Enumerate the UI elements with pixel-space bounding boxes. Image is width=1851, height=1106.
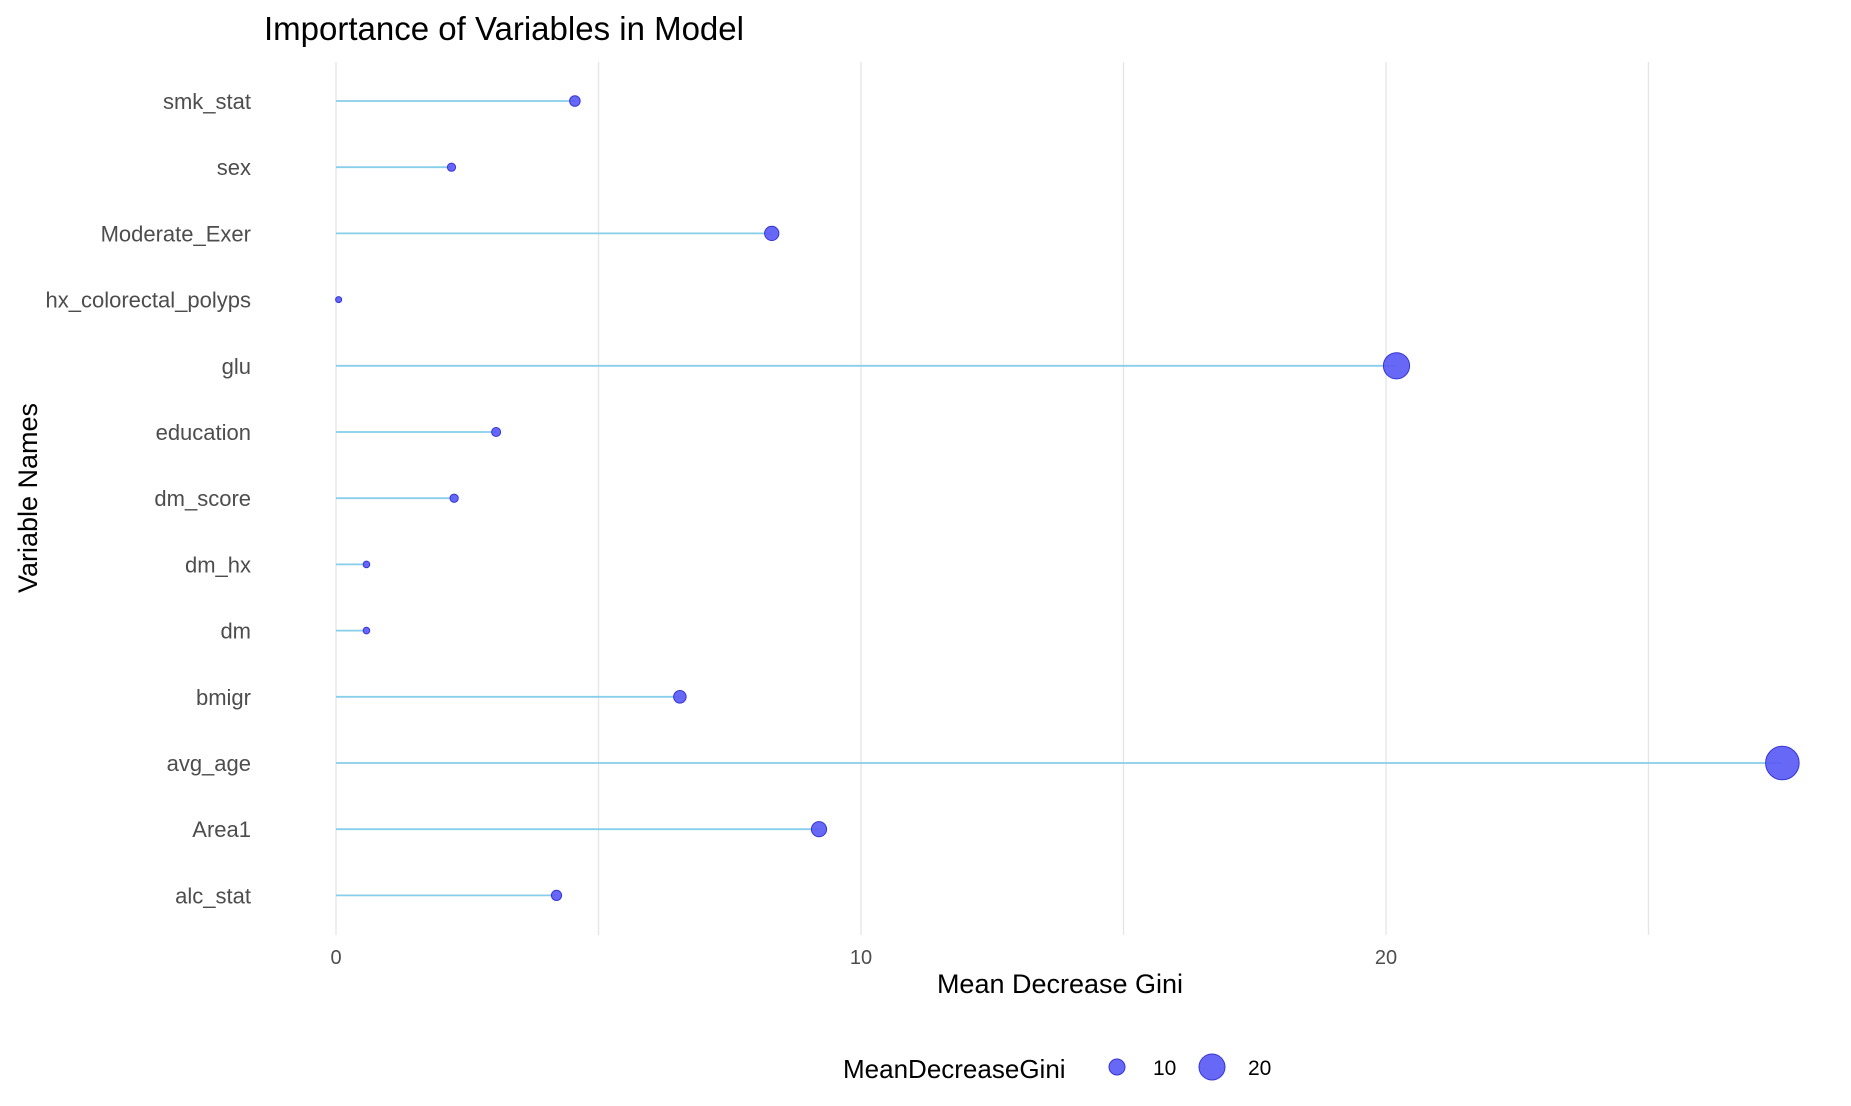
point-dm [362, 626, 371, 635]
y-tick-label: avg_age [167, 751, 251, 776]
x-tick-labels: 0 10 20 [330, 947, 1397, 969]
y-tick-label: Moderate_Exer [101, 221, 251, 246]
y-tick-label: hx_colorectal_polyps [46, 288, 251, 313]
legend-key-10 [1108, 1058, 1126, 1076]
point-sex [446, 162, 457, 172]
y-tick-label: dm [220, 619, 251, 644]
point-hx_colorectal_polyps [335, 296, 343, 304]
point-smk_stat [569, 95, 581, 107]
gridlines [335, 62, 1650, 935]
y-tick-label: smk_stat [163, 89, 251, 114]
point-Moderate_Exer [764, 225, 780, 242]
point-Area1 [810, 821, 828, 838]
y-tick-label: Area1 [192, 817, 251, 842]
legend-label: 20 [1248, 1057, 1271, 1080]
y-tick-label: dm_hx [185, 552, 251, 577]
point-bmigr [673, 690, 687, 704]
point-glu [1382, 352, 1411, 380]
legend-title: MeanDecreaseGini [843, 1054, 1066, 1084]
x-tick-label: 10 [850, 947, 872, 969]
lollipop-stems [336, 100, 1783, 897]
x-axis-title: Mean Decrease Gini [937, 969, 1183, 999]
point-avg_age [1765, 745, 1800, 781]
chart-title: Importance of Variables in Model [264, 10, 744, 47]
y-tick-label: dm_score [154, 486, 251, 511]
x-tick-label: 0 [330, 947, 341, 969]
y-tick-label: glu [222, 354, 251, 379]
y-tick-label: alc_stat [175, 883, 251, 908]
x-tick-label: 20 [1375, 947, 1397, 969]
point-alc_stat [550, 889, 563, 902]
point-education [491, 426, 502, 438]
y-axis-title: Variable Names [13, 403, 43, 593]
y-tick-label: bmigr [196, 685, 251, 710]
y-tick-label: education [156, 420, 251, 445]
legend-label: 10 [1153, 1057, 1176, 1080]
lollipop-points [335, 95, 1800, 902]
legend-key-20 [1198, 1053, 1226, 1081]
point-dm_score [449, 493, 459, 503]
point-dm_hx [362, 560, 371, 569]
y-tick-label: sex [217, 155, 251, 180]
size-legend: MeanDecreaseGini 10 20 [843, 1053, 1271, 1084]
